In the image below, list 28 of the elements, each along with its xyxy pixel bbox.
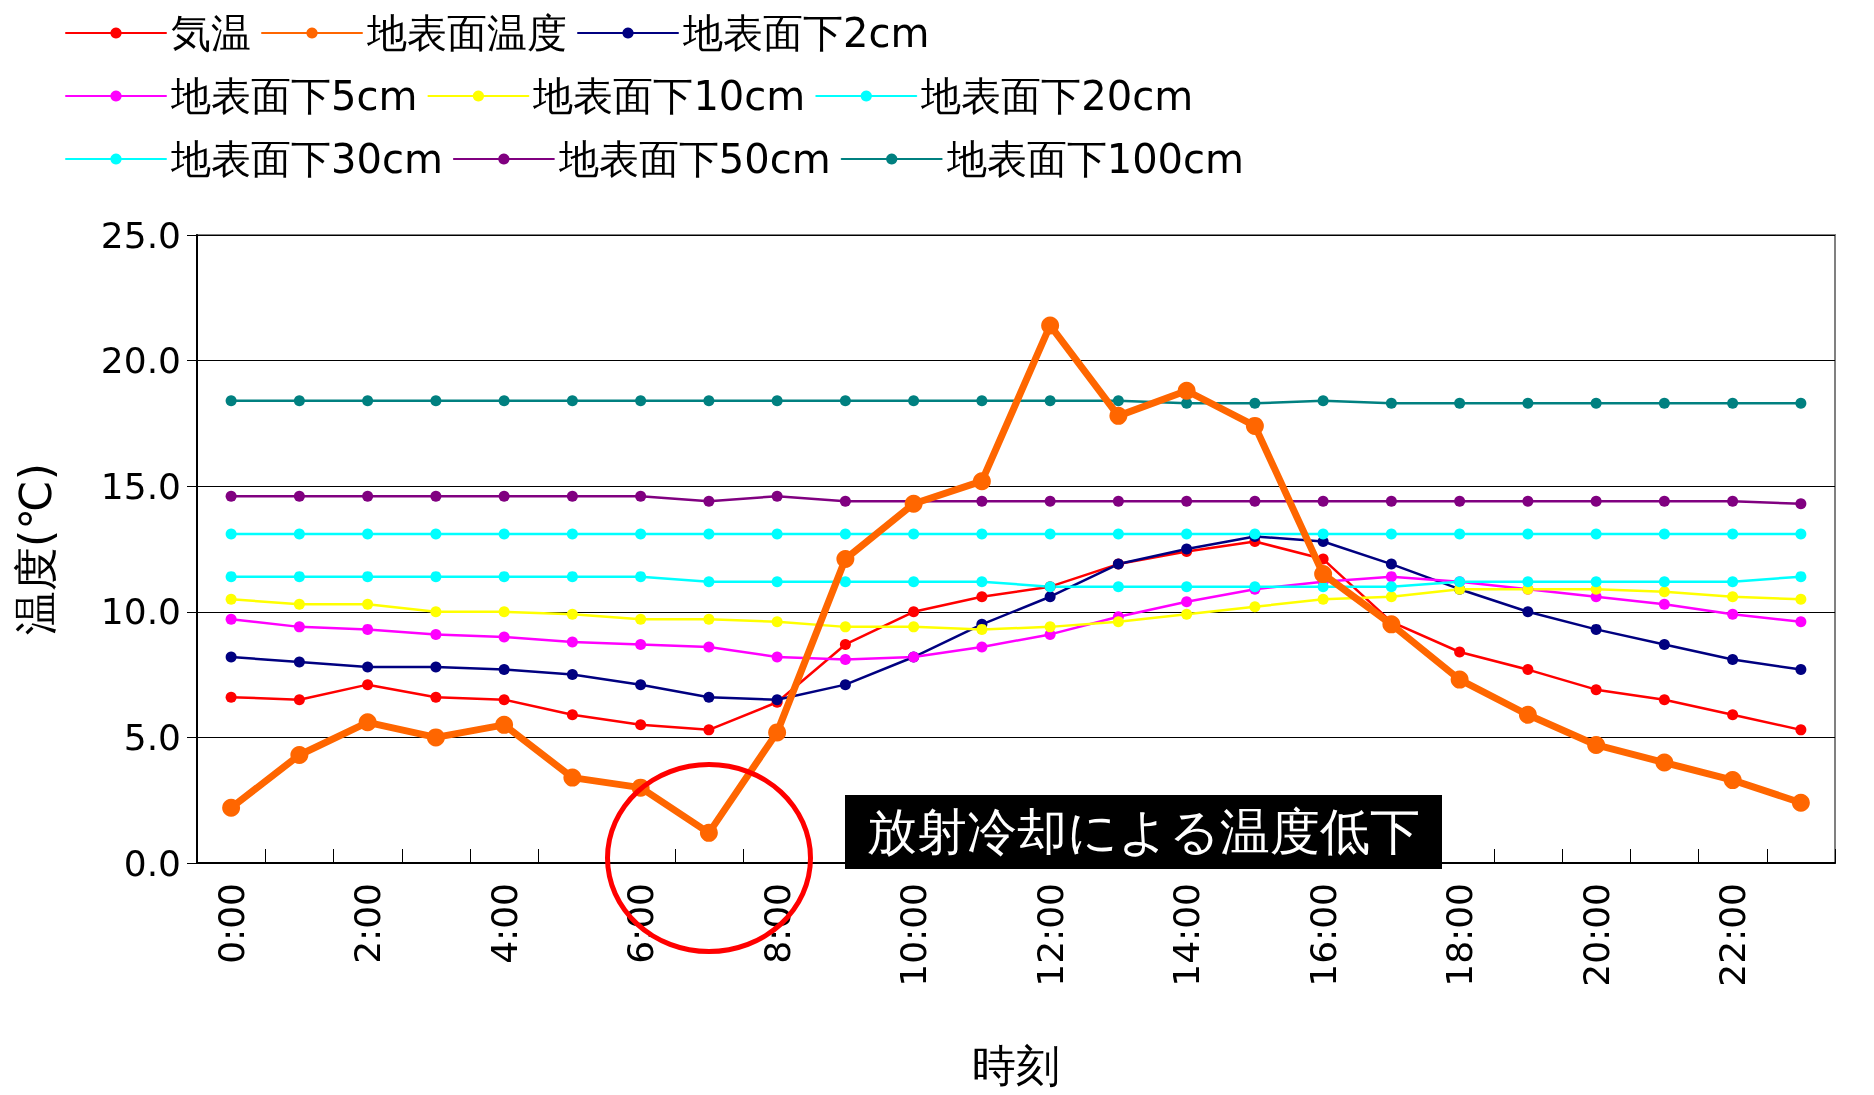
y-tick-label: 5.0 bbox=[123, 716, 181, 758]
legend-label: 地表面下20cm bbox=[920, 73, 1194, 119]
x-tick-label: 14:00 bbox=[1166, 883, 1208, 987]
x-tick-label: 18:00 bbox=[1439, 883, 1481, 987]
x-tick-label: 10:00 bbox=[893, 883, 935, 987]
legend-label: 地表面下5cm bbox=[170, 73, 418, 119]
annotation: 放射冷却による温度低下 bbox=[867, 803, 1420, 861]
y-tick-label: 10.0 bbox=[100, 591, 181, 633]
x-tick-label: 0:00 bbox=[210, 883, 252, 964]
y-axis-title: 温度(℃) bbox=[9, 463, 61, 635]
legend-label: 地表面下30cm bbox=[170, 136, 443, 182]
y-tick-label: 0.0 bbox=[123, 842, 181, 884]
legend-label: 地表面下50cm bbox=[557, 136, 831, 182]
x-axis-title: 時刻 bbox=[972, 1039, 1060, 1091]
x-tick-label: 20:00 bbox=[1575, 883, 1617, 987]
y-tick-label: 25.0 bbox=[100, 214, 181, 256]
x-tick-label: 12:00 bbox=[1029, 883, 1071, 987]
x-tick-label: 16:00 bbox=[1302, 883, 1344, 987]
legend-label: 地表面下100cm bbox=[945, 136, 1245, 182]
legend-label: 気温 bbox=[171, 10, 251, 56]
legend-label: 地表面下10cm bbox=[532, 73, 806, 119]
x-tick-label: 2:00 bbox=[347, 883, 389, 964]
legend-label: 地表面温度 bbox=[366, 10, 567, 56]
y-tick-label: 20.0 bbox=[100, 340, 181, 382]
x-tick-label: 4:00 bbox=[483, 883, 525, 964]
y-tick-label: 15.0 bbox=[100, 465, 181, 507]
legend-label: 地表面下2cm bbox=[682, 10, 930, 56]
x-tick-label: 22:00 bbox=[1712, 883, 1754, 987]
